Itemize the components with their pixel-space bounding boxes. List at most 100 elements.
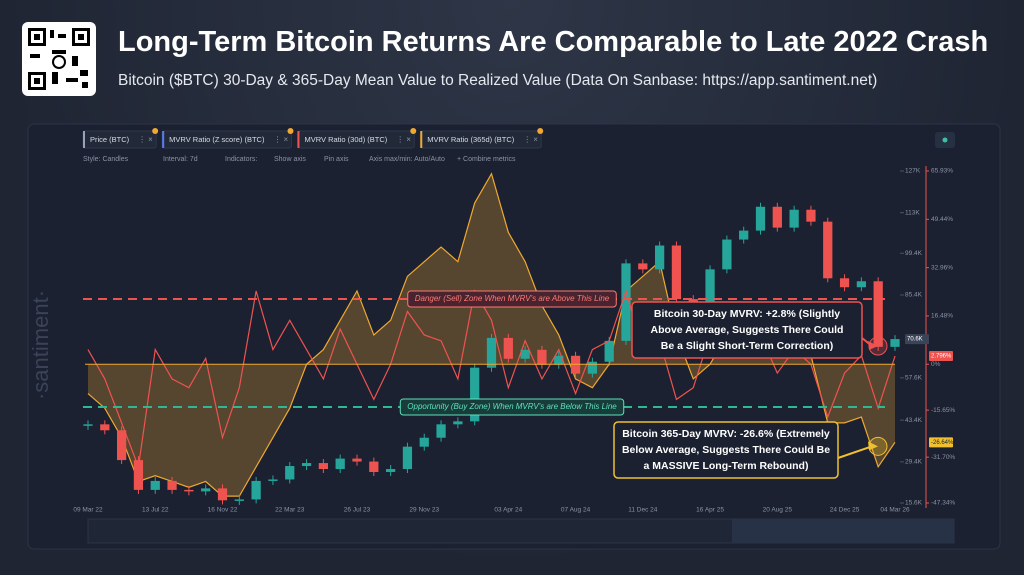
legend-menu: ⋮ [396,135,404,144]
toolbar-item[interactable]: Indicators: [225,156,257,163]
candle [251,480,261,500]
candle [402,446,413,470]
y-tick-label: 85.4K [905,292,923,299]
toolbar-item[interactable]: + Combine metrics [457,156,516,163]
y-tick-label: 15.6K [905,500,923,507]
annotation-box [631,301,863,359]
candle [100,424,110,431]
zone-label-text: Opportunity (Buy Zone) When MVRV's are B… [407,402,617,411]
legend-color [420,131,423,148]
candle [386,469,396,473]
candle [470,367,480,422]
legend-menu: ⋮ [523,135,531,144]
qr-code [22,22,96,96]
annotation-text: Be a Slight Short-Term Correction) [661,340,834,352]
value-tag-label: -26.64% [931,440,954,446]
candle [671,245,682,300]
watermark: ·santiment· [28,290,53,400]
candle [739,230,749,240]
x-tick-label: 03 Apr 24 [494,507,522,514]
x-tick-label: 11 Dec 24 [628,507,658,514]
legend-label: MVRV Ratio (30d) (BTC) [304,135,387,144]
target-circle [868,436,888,456]
candle [856,281,866,288]
y2-tick-label: -31.70% [931,454,955,461]
candle [133,460,144,490]
legend-chip[interactable]: MVRV Ratio (30d) (BTC) ⋮ × [296,128,417,149]
candle [453,421,463,425]
legend-label: Price (BTC) [90,135,130,144]
legend-color [83,131,85,148]
candle [369,461,379,473]
x-tick-label: 07 Aug 24 [561,507,591,514]
candle [318,463,328,470]
zone-label: Danger (Sell) Zone When MVRV's are Above… [407,290,617,308]
legend-badge [152,128,159,134]
x-tick-label: 20 Aug 25 [763,507,793,514]
x-tick-label: 22 Mar 23 [275,507,305,514]
candle [217,488,228,501]
candle [621,263,631,341]
settings-dot [942,137,948,143]
legend-close: × [406,135,411,144]
candle [873,281,883,347]
legend-badge [537,128,544,134]
annotation-box [613,421,839,479]
legend-badge [410,128,417,134]
value-tag [929,437,953,448]
legend-chip[interactable]: MVRV Ratio (Z score) (BTC) ⋮ × [161,128,294,149]
y-tick-label: 113K [905,209,920,216]
y2-tick-label: 16.48% [931,313,953,320]
candle [554,355,564,365]
candle [184,489,194,492]
candle [335,458,345,470]
candle [167,480,177,490]
candle [268,479,278,481]
navigator-window[interactable] [732,519,954,543]
legend-chip[interactable]: MVRV Ratio (365d) (BTC) ⋮ × [419,128,544,149]
legend-label: MVRV Ratio (Z score) (BTC) [169,135,265,144]
legend-chip[interactable]: Price (BTC) ⋮ × [82,128,159,149]
toolbar-item[interactable]: Style: Candles [83,156,129,163]
candle [772,206,782,228]
y2-tick-label: 49.44% [931,216,953,223]
toolbar-item[interactable]: Show axis [274,156,306,163]
x-tick-label: 13 Jul 22 [142,507,169,514]
candle [520,349,530,359]
toolbar-item[interactable]: Axis max/min: Auto/Auto [369,156,445,163]
candle [604,340,614,362]
arrow-head [868,341,878,351]
x-tick-label: 26 Jul 23 [344,507,371,514]
legend-color [162,131,165,148]
candle [301,463,312,467]
value-tag-label: 70.6K [907,337,923,343]
zone-label-text: Danger (Sell) Zone When MVRV's are Above… [415,294,610,303]
candle [83,424,93,426]
candle [655,245,665,270]
y2-tick-label: -47.34% [931,500,955,507]
value-tag [905,334,929,345]
y-tick-label: 43.4K [905,417,923,424]
annotation-arrow [837,445,873,459]
candle [436,424,446,438]
x-tick-label: 09 Mar 22 [73,507,103,514]
legend-color [297,131,300,148]
candle [486,337,497,368]
zone-label: Opportunity (Buy Zone) When MVRV's are B… [399,398,625,416]
page-subtitle: Bitcoin ($BTC) 30-Day & 365-Day Mean Val… [118,72,878,89]
legend-label: MVRV Ratio (365d) (BTC) [427,135,514,144]
candle [755,206,766,231]
zone-label-box [407,290,617,308]
y2-tick-label: 0% [931,361,941,368]
candle [419,437,429,447]
qr-pattern [28,28,90,90]
candle [150,480,160,490]
x-tick-label: 16 Nov 22 [208,507,238,514]
toolbar-item[interactable]: Interval: 7d [163,156,198,163]
annotation-text: a MASSIVE Long-Term Rebound) [644,460,809,472]
candle [722,239,732,270]
candle [234,499,244,501]
toolbar-item[interactable]: Pin axis [324,156,349,163]
y2-tick-label: 32.96% [931,264,953,271]
